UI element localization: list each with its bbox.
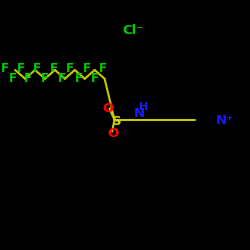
Text: F: F bbox=[33, 62, 41, 75]
Text: N: N bbox=[134, 107, 145, 120]
Text: F: F bbox=[99, 62, 107, 75]
Text: S: S bbox=[112, 115, 122, 128]
Text: F: F bbox=[8, 72, 16, 85]
Text: N⁺: N⁺ bbox=[216, 114, 234, 126]
Text: F: F bbox=[1, 62, 9, 75]
Text: F: F bbox=[74, 72, 82, 85]
Text: F: F bbox=[17, 62, 25, 75]
Text: F: F bbox=[58, 72, 66, 85]
Text: F: F bbox=[41, 72, 49, 85]
Text: F: F bbox=[91, 72, 99, 85]
Text: O: O bbox=[102, 102, 114, 115]
Text: H: H bbox=[139, 102, 148, 112]
Text: Cl⁻: Cl⁻ bbox=[122, 24, 144, 36]
Text: F: F bbox=[66, 62, 74, 75]
Text: F: F bbox=[83, 62, 91, 75]
Text: F: F bbox=[24, 72, 32, 85]
Text: F: F bbox=[50, 62, 58, 75]
Text: O: O bbox=[107, 127, 118, 140]
